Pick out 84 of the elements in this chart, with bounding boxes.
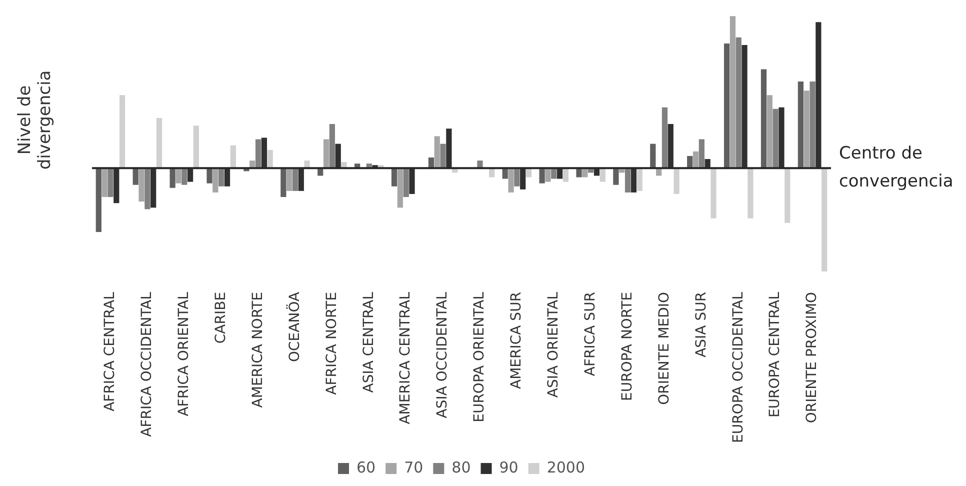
bar xyxy=(636,168,642,191)
bar xyxy=(748,168,754,218)
bar xyxy=(440,144,446,168)
x-tick-label: AFRICA NORTE xyxy=(324,292,340,395)
x-tick-label: AFRICA ORIENTAL xyxy=(176,292,192,416)
bar xyxy=(96,168,102,232)
x-tick-label: AMERICA SUR xyxy=(508,292,525,389)
x-tick-label: AFRICA CENTRAL xyxy=(102,292,118,412)
bar xyxy=(280,168,286,198)
bar xyxy=(508,168,514,192)
bar xyxy=(156,118,162,168)
bar xyxy=(119,95,126,168)
x-tick-label: ASIA OCCIDENTAL xyxy=(434,292,451,418)
legend-label: 90 xyxy=(499,458,518,476)
bar xyxy=(434,136,440,168)
bar xyxy=(170,168,176,188)
ref-line-label: Centro de convergencia xyxy=(839,144,954,192)
bar xyxy=(674,168,680,194)
bar xyxy=(102,168,108,198)
bar xyxy=(144,168,150,210)
legend-label: 80 xyxy=(452,458,471,476)
legend-label: 60 xyxy=(356,458,376,476)
x-tick-label: EUROPA OCCIDENTAL xyxy=(730,292,746,444)
x-tick-label: CARIBE xyxy=(212,292,229,344)
bar xyxy=(230,145,236,168)
bar xyxy=(323,139,330,168)
x-tick-label: ASIA SUR xyxy=(693,292,710,358)
x-tick-label: AMERICA CENTRAL xyxy=(398,292,414,424)
bar xyxy=(138,168,144,202)
legend-label: 70 xyxy=(404,458,424,476)
bar xyxy=(698,139,704,168)
bar xyxy=(212,168,218,192)
x-tick-label: ORIENTE PROXIMO xyxy=(804,292,820,424)
bar xyxy=(562,168,569,182)
bar xyxy=(766,95,772,168)
bar xyxy=(182,168,188,185)
x-tick-label: ASIA ORIENTAL xyxy=(546,292,562,398)
bar xyxy=(292,168,298,191)
bar xyxy=(822,168,828,272)
bar xyxy=(193,126,200,168)
bar xyxy=(804,90,810,168)
bar xyxy=(624,168,631,192)
legend-label: 2000 xyxy=(546,458,586,476)
bar xyxy=(286,168,292,191)
bar xyxy=(784,168,790,223)
bar xyxy=(108,168,114,198)
x-tick-label: ORIENTE MEDIO xyxy=(656,292,672,405)
bar xyxy=(502,168,508,179)
bar xyxy=(724,43,730,168)
bar xyxy=(329,124,335,168)
bar xyxy=(730,16,736,168)
bar xyxy=(176,168,182,184)
bar xyxy=(736,37,742,168)
bar xyxy=(397,168,403,208)
x-tick-label: AFRICA OCCIDENTAL xyxy=(139,292,156,437)
x-tick-label: EUROPA CENTRAL xyxy=(767,292,784,418)
x-tick-label: AFRICA SUR xyxy=(582,292,598,376)
x-tick-label: AMERICA NORTE xyxy=(250,292,266,408)
bar xyxy=(539,168,545,184)
bar xyxy=(206,168,212,184)
x-tick-label: ASIA CENTRAL xyxy=(360,292,377,393)
bar xyxy=(613,168,619,185)
bar xyxy=(514,168,520,186)
bar xyxy=(650,144,656,168)
bar xyxy=(710,168,716,218)
x-tick-label: EUROPA NORTE xyxy=(619,292,636,401)
y-axis-title: Nivel de divergencia xyxy=(15,69,55,172)
bar xyxy=(267,150,273,168)
x-tick-label: EUROPA ORIENTAL xyxy=(472,292,488,422)
bar xyxy=(760,69,767,168)
bar xyxy=(403,168,409,198)
bar xyxy=(662,107,668,168)
bar xyxy=(255,139,262,168)
x-tick-label: OCEANÖA xyxy=(286,292,303,362)
bar xyxy=(798,81,804,168)
bar xyxy=(810,81,816,168)
bar xyxy=(132,168,138,185)
bar xyxy=(391,168,398,186)
bar xyxy=(218,168,224,186)
bar xyxy=(600,168,606,182)
bar xyxy=(545,168,551,182)
bar xyxy=(772,108,778,168)
bar xyxy=(692,151,699,168)
bar xyxy=(551,168,557,179)
